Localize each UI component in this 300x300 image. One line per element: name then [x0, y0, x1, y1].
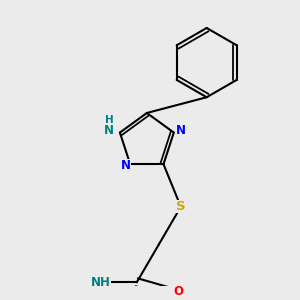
Text: NH: NH [91, 276, 110, 289]
Text: H: H [104, 115, 113, 125]
Text: S: S [176, 200, 186, 213]
Text: N: N [176, 124, 186, 137]
Text: N: N [121, 159, 130, 172]
Text: N: N [104, 124, 114, 137]
Text: O: O [174, 285, 184, 298]
